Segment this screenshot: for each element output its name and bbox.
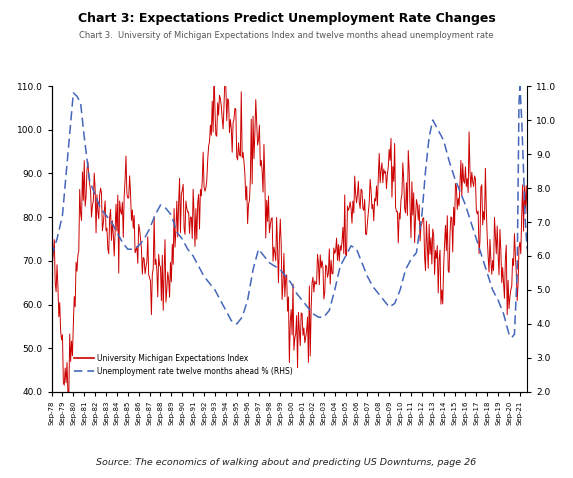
Text: Chart 3.  University of Michigan Expectations Index and twelve months ahead unem: Chart 3. University of Michigan Expectat… — [79, 31, 494, 40]
Text: Chart 3: Expectations Predict Unemployment Rate Changes: Chart 3: Expectations Predict Unemployme… — [77, 12, 496, 25]
Legend: University Michigan Expectations Index, Unemployment rate twelve months ahead % : University Michigan Expectations Index, … — [74, 354, 293, 376]
Text: Source: The economics of walking about and predicting US Downturns, page 26: Source: The economics of walking about a… — [96, 458, 477, 467]
